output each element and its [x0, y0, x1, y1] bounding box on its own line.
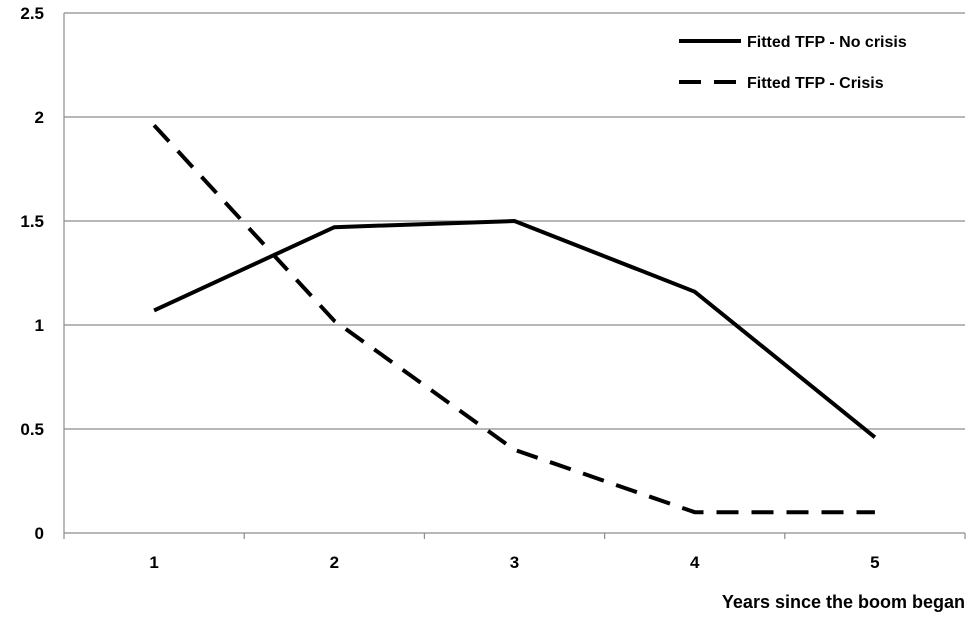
x-tick-label: 3 [510, 553, 519, 572]
y-axis-tick-labels: 0 0.5 1 1.5 2 2.5 [20, 4, 44, 543]
legend-label: Fitted TFP - No crisis [747, 34, 907, 51]
legend-label: Fitted TFP - Crisis [747, 75, 884, 92]
series-line-no-crisis [153, 218, 877, 439]
y-tick-label: 1.5 [20, 212, 44, 231]
x-tick-label: 2 [330, 553, 339, 572]
legend: Fitted TFP - No crisis Fitted TFP - Crisi… [679, 34, 907, 92]
y-tick-label: 2 [35, 108, 44, 127]
axes [63, 13, 966, 539]
x-tick-label: 1 [149, 553, 158, 572]
x-tick-label: 5 [870, 553, 879, 572]
y-tick-label: 2.5 [20, 4, 44, 23]
series-line-crisis [152, 123, 875, 515]
y-tick-label: 1 [35, 316, 44, 335]
x-tick-label: 4 [690, 553, 700, 572]
x-axis-title: Years since the boom began [722, 592, 965, 612]
series-lines [152, 123, 877, 515]
x-axis-tick-labels: 1 2 3 4 5 [149, 553, 879, 572]
y-tick-label: 0.5 [20, 420, 44, 439]
y-tick-label: 0 [35, 524, 44, 543]
